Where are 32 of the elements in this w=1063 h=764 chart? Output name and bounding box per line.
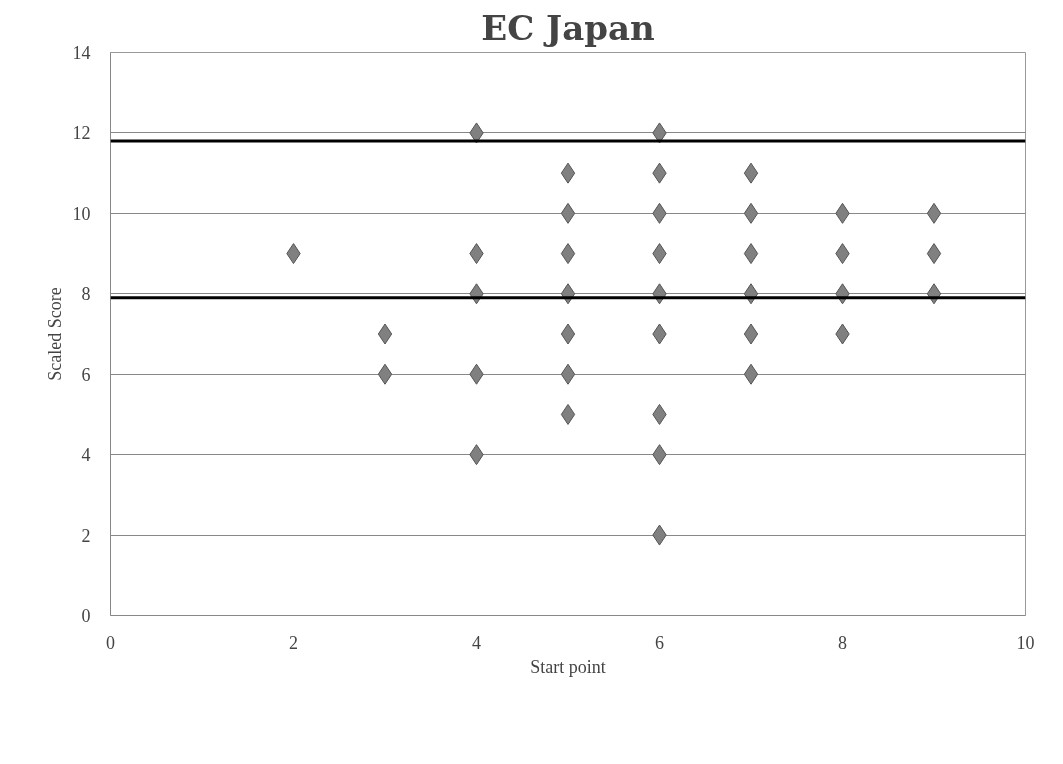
- y-tick-label: 12: [72, 123, 91, 144]
- point: [560, 202, 576, 224]
- y-tick-label: 4: [81, 445, 91, 466]
- y-axis-title: Scaled Score: [44, 287, 65, 381]
- point: [743, 363, 759, 385]
- x-tick-label: 10: [1016, 632, 1035, 653]
- y-tick-label: 2: [81, 525, 91, 546]
- point: [377, 323, 393, 345]
- point: [926, 243, 942, 265]
- point: [560, 363, 576, 385]
- x-tick-label: 6: [655, 632, 664, 653]
- point: [743, 162, 759, 184]
- x-tick-label: 8: [838, 632, 847, 653]
- y-tick-label: 0: [81, 606, 91, 626]
- y-tick-label: 6: [81, 364, 91, 385]
- point: [743, 243, 759, 265]
- chart-title: EC Japan: [481, 7, 655, 48]
- x-tick-label: 0: [106, 632, 115, 653]
- point: [743, 323, 759, 345]
- y-tick-label: 8: [81, 284, 91, 305]
- point: [926, 202, 942, 224]
- point: [743, 202, 759, 224]
- point: [560, 323, 576, 345]
- y-tick-label: 14: [72, 43, 91, 63]
- y-tick-label: 10: [72, 203, 91, 224]
- x-axis-title: Start point: [530, 656, 606, 677]
- point: [377, 363, 393, 385]
- x-tick-label: 2: [289, 632, 298, 653]
- point: [560, 162, 576, 184]
- x-tick-label: 4: [472, 632, 481, 653]
- point: [560, 243, 576, 265]
- point: [560, 403, 576, 425]
